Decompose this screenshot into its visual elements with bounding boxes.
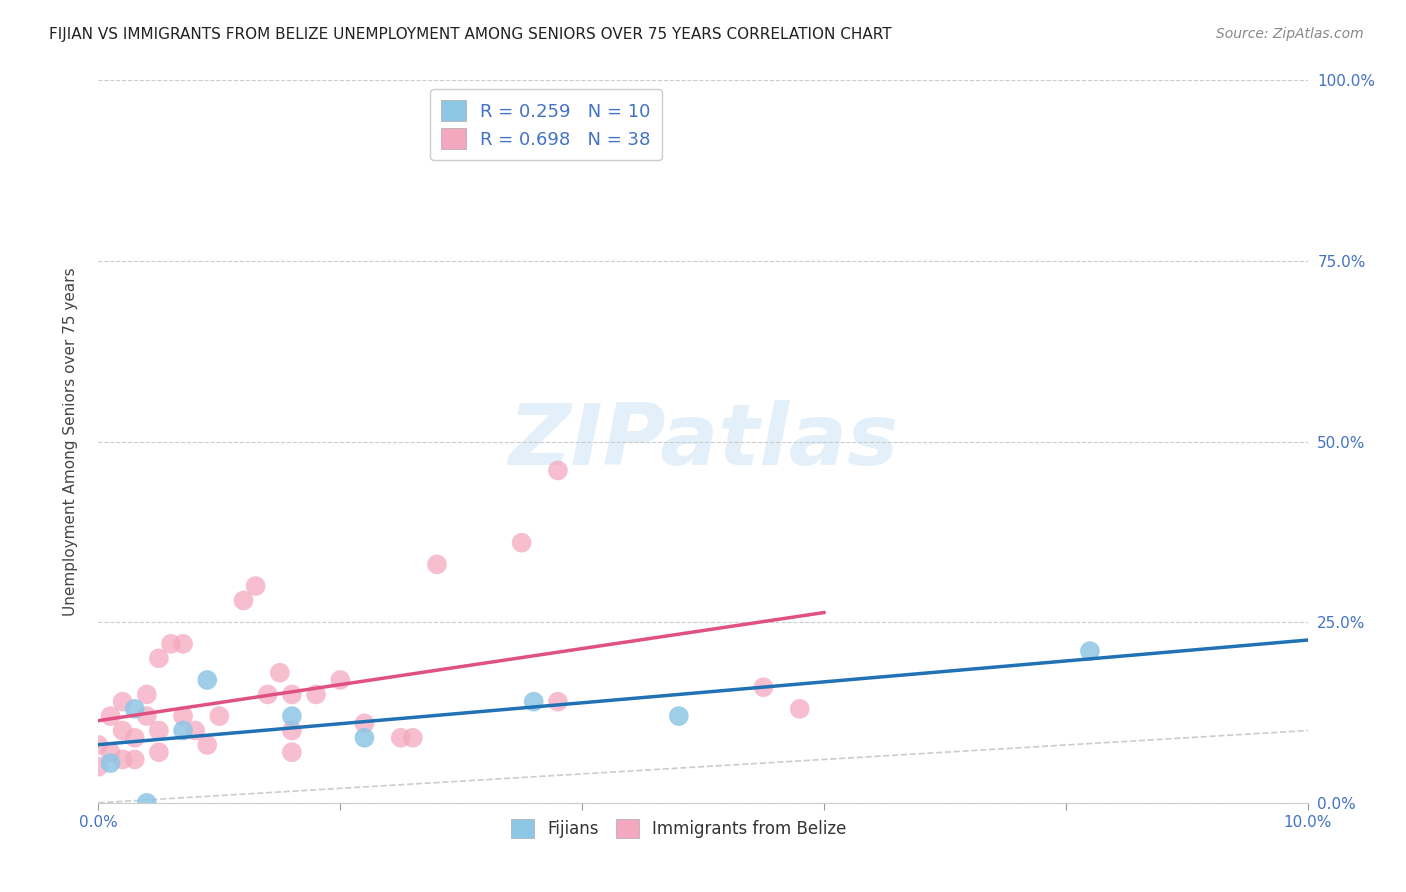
Point xyxy=(329,673,352,687)
Point xyxy=(305,687,328,701)
Point xyxy=(124,731,146,745)
Text: ZIPatlas: ZIPatlas xyxy=(508,400,898,483)
Point xyxy=(148,651,170,665)
Point xyxy=(172,709,194,723)
Point xyxy=(245,579,267,593)
Point xyxy=(135,709,157,723)
Point xyxy=(547,695,569,709)
Point xyxy=(195,738,218,752)
Point xyxy=(668,709,690,723)
Point xyxy=(124,702,146,716)
Point xyxy=(269,665,291,680)
Point xyxy=(389,731,412,745)
Point xyxy=(281,687,304,701)
Point xyxy=(281,745,304,759)
Point xyxy=(87,760,110,774)
Point xyxy=(752,680,775,694)
Point xyxy=(100,709,122,723)
Point xyxy=(426,558,449,572)
Point xyxy=(1078,644,1101,658)
Point xyxy=(111,752,134,766)
Point xyxy=(232,593,254,607)
Point xyxy=(87,738,110,752)
Text: Source: ZipAtlas.com: Source: ZipAtlas.com xyxy=(1216,27,1364,41)
Point xyxy=(195,673,218,687)
Point xyxy=(184,723,207,738)
Point xyxy=(124,752,146,766)
Point xyxy=(789,702,811,716)
Y-axis label: Unemployment Among Seniors over 75 years: Unemployment Among Seniors over 75 years xyxy=(63,268,77,615)
Point xyxy=(135,796,157,810)
Point xyxy=(160,637,183,651)
Point xyxy=(100,745,122,759)
Point xyxy=(111,723,134,738)
Point xyxy=(510,535,533,549)
Point xyxy=(148,745,170,759)
Point xyxy=(256,687,278,701)
Point xyxy=(208,709,231,723)
Point xyxy=(281,723,304,738)
Point xyxy=(111,695,134,709)
Legend: Fijians, Immigrants from Belize: Fijians, Immigrants from Belize xyxy=(505,813,853,845)
Point xyxy=(100,756,122,770)
Point xyxy=(353,731,375,745)
Point xyxy=(172,637,194,651)
Point xyxy=(402,731,425,745)
Point xyxy=(135,687,157,701)
Point xyxy=(172,723,194,738)
Point xyxy=(523,695,546,709)
Point xyxy=(547,463,569,477)
Point xyxy=(353,716,375,731)
Point xyxy=(281,709,304,723)
Point xyxy=(148,723,170,738)
Text: FIJIAN VS IMMIGRANTS FROM BELIZE UNEMPLOYMENT AMONG SENIORS OVER 75 YEARS CORREL: FIJIAN VS IMMIGRANTS FROM BELIZE UNEMPLO… xyxy=(49,27,891,42)
